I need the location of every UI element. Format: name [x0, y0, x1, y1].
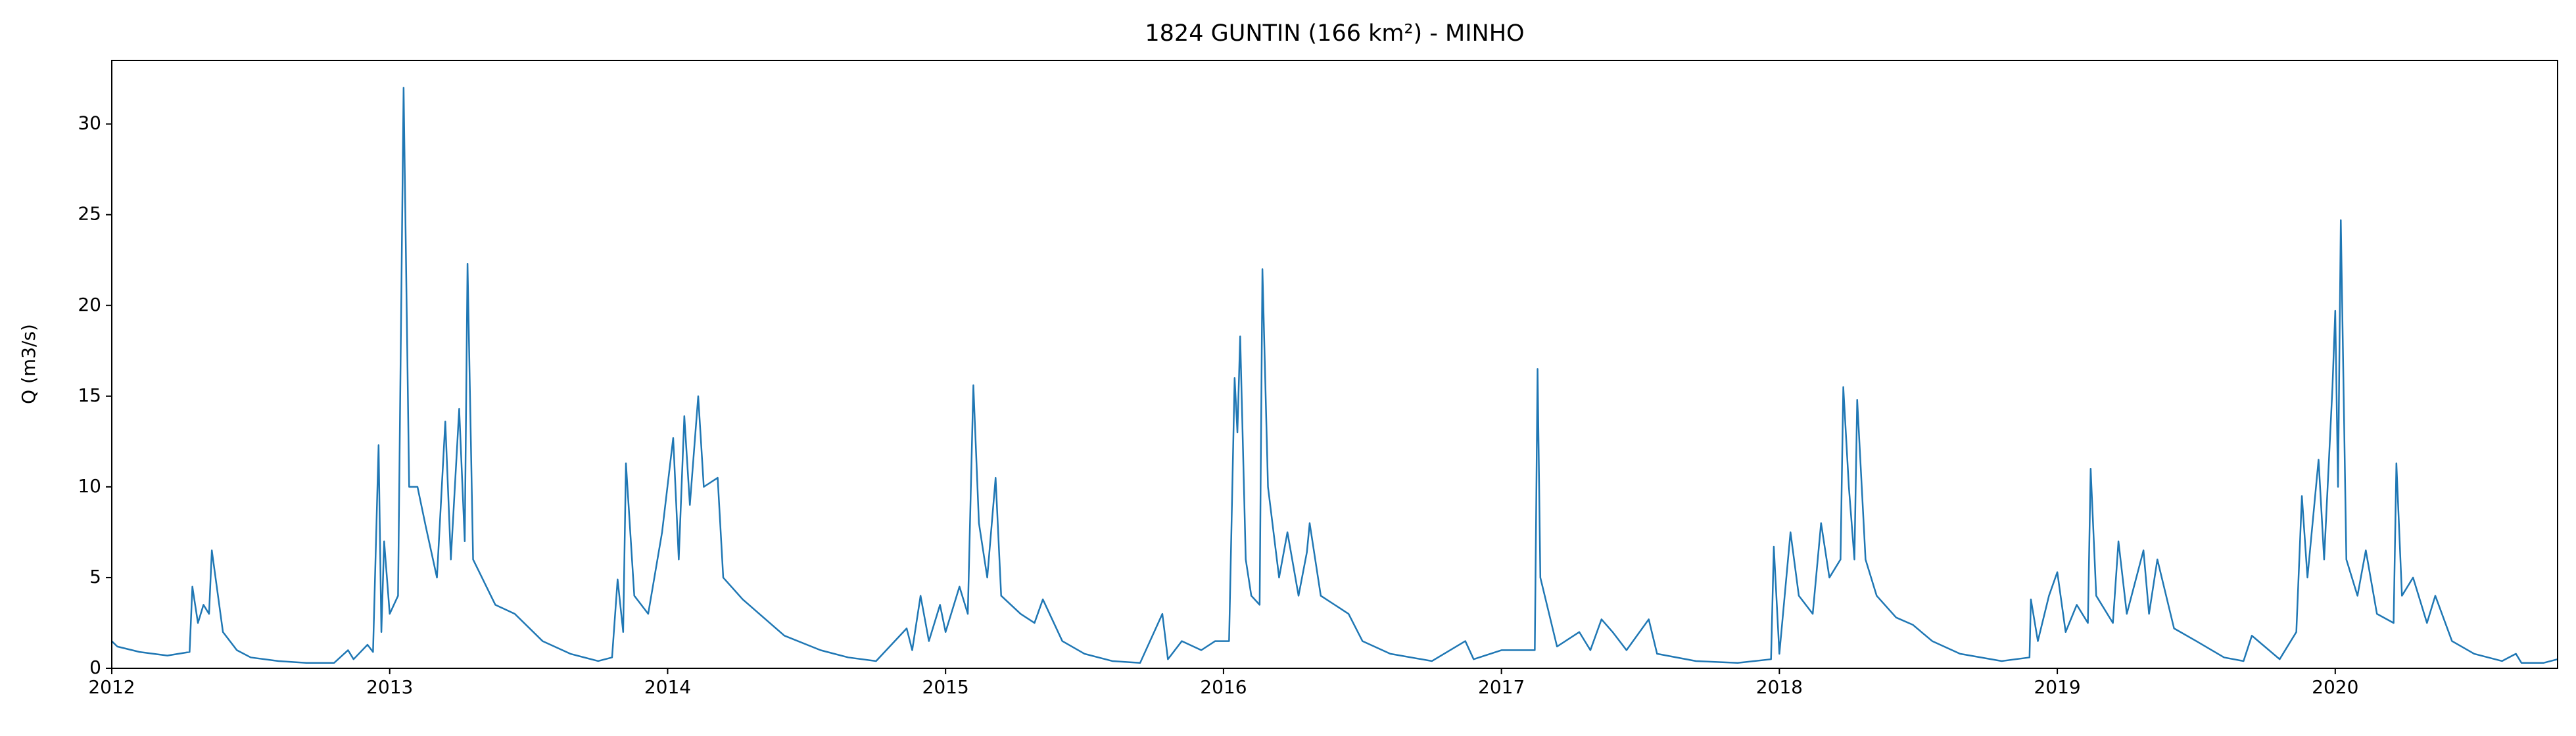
plot-frame — [111, 60, 2558, 669]
x-tick-label: 2015 — [922, 676, 969, 698]
y-tick-label: 10 — [78, 475, 101, 497]
x-tick-label: 2017 — [1478, 676, 1525, 698]
series-line — [112, 87, 2558, 664]
y-tick-label: 0 — [89, 656, 101, 678]
x-tick-label: 2013 — [366, 676, 413, 698]
x-tick-label: 2016 — [1200, 676, 1247, 698]
x-tick-label: 2018 — [1756, 676, 1803, 698]
x-tick-label: 2012 — [88, 676, 135, 698]
y-axis-label: Q (m3/s) — [18, 324, 39, 404]
x-tick-label: 2020 — [2312, 676, 2358, 698]
chart-title: 1824 GUNTIN (166 km²) - MINHO — [1145, 20, 1524, 47]
y-tick-label: 25 — [78, 203, 101, 225]
y-tick-label: 5 — [89, 566, 101, 587]
y-tick-label: 30 — [78, 112, 101, 134]
y-tick-label: 15 — [78, 384, 101, 406]
x-tick-label: 2014 — [644, 676, 691, 698]
y-tick-label: 20 — [78, 294, 101, 315]
x-tick-label: 2019 — [2034, 676, 2080, 698]
